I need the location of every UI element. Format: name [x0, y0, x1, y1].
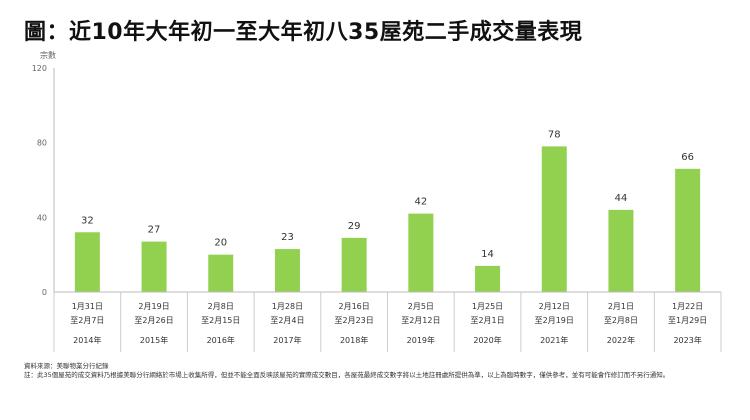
x-tick-date-end: 至2月1日: [470, 316, 504, 325]
x-tick-date-start: 2月19日: [138, 302, 169, 311]
bar: [475, 265, 501, 292]
bar: [74, 232, 100, 292]
y-axis: 0 40 80 120: [32, 64, 55, 297]
x-tick-date-end: 至2月15日: [201, 316, 240, 325]
y-axis-label: 宗數: [40, 50, 56, 60]
bar: [341, 237, 367, 292]
x-tick-year: 2018年: [340, 335, 368, 345]
bars-group: 32 27 20 23 29 42 14 78 44 66: [74, 129, 701, 292]
x-tick-year: 2023年: [673, 335, 701, 345]
source-note: 資料來源：美聯物業分行紀錄: [24, 362, 109, 370]
disclaimer-note: 註：此35個屋苑的成交資料乃根據美聯分行網絡於市場上收集所得，但並不能全面反映該…: [24, 371, 670, 379]
bar: [208, 254, 234, 292]
chart-title: 圖：近10年大年初一至大年初八35屋苑二手成交量表現: [24, 20, 583, 45]
chart-footer: 資料來源：美聯物業分行紀錄 註：此35個屋苑的成交資料乃根據美聯分行網絡於市場上…: [24, 362, 669, 380]
x-tick-date-start: 2月16日: [339, 302, 370, 311]
x-tick-date-end: 至2月26日: [134, 316, 173, 325]
data-label: 32: [81, 215, 94, 226]
x-tick-year: 2022年: [607, 335, 635, 345]
x-tick-year: 2017年: [273, 335, 301, 345]
y-tick-label: 0: [42, 288, 47, 297]
bar: [675, 168, 701, 292]
x-tick-year: 2019年: [407, 335, 435, 345]
data-label: 14: [481, 249, 494, 260]
x-tick-date-end: 至2月8日: [604, 316, 638, 325]
bar: [141, 241, 167, 292]
data-label: 23: [281, 232, 294, 243]
bar: [541, 146, 567, 292]
y-tick-label: 120: [32, 64, 47, 73]
data-label: 20: [214, 238, 227, 249]
data-label: 42: [414, 197, 427, 208]
x-tick-date-end: 至2月4日: [270, 316, 304, 325]
x-tick-year: 2016年: [207, 335, 235, 345]
x-tick-date-end: 至2月7日: [70, 316, 104, 325]
x-tick-date-end: 至2月12日: [401, 316, 440, 325]
x-tick-date-start: 2月1日: [608, 302, 634, 311]
x-tick-year: 2015年: [140, 335, 168, 345]
data-label: 29: [348, 221, 361, 232]
y-tick-label: 80: [37, 139, 47, 148]
x-tick-date-end: 至2月19日: [535, 316, 574, 325]
data-label: 66: [681, 152, 694, 163]
x-tick-date-start: 1月25日: [472, 302, 503, 311]
y-tick-label: 40: [37, 213, 47, 222]
x-tick-date-end: 至2月23日: [335, 316, 374, 325]
x-tick-year: 2014年: [73, 335, 101, 345]
x-tick-date-end: 至1月29日: [668, 316, 707, 325]
x-tick-date-start: 1月28日: [272, 302, 303, 311]
data-label: 44: [615, 193, 628, 204]
x-tick-year: 2020年: [473, 335, 501, 345]
bar: [608, 209, 634, 292]
bar: [408, 213, 434, 292]
data-label: 27: [148, 225, 161, 236]
bar: [274, 249, 300, 292]
x-tick-date-start: 1月31日: [72, 302, 103, 311]
bar-chart: 宗數 0 40 80 120 32 27 20 23 29 42 14 78 44 66 1月31日至2…: [32, 50, 722, 352]
x-tick-year: 2021年: [540, 335, 568, 345]
x-tick-date-start: 2月5日: [408, 302, 434, 311]
x-tick-date-start: 1月22日: [672, 302, 703, 311]
x-tick-date-start: 2月12日: [539, 302, 570, 311]
x-tick-date-start: 2月8日: [208, 302, 234, 311]
data-label: 78: [548, 129, 561, 140]
